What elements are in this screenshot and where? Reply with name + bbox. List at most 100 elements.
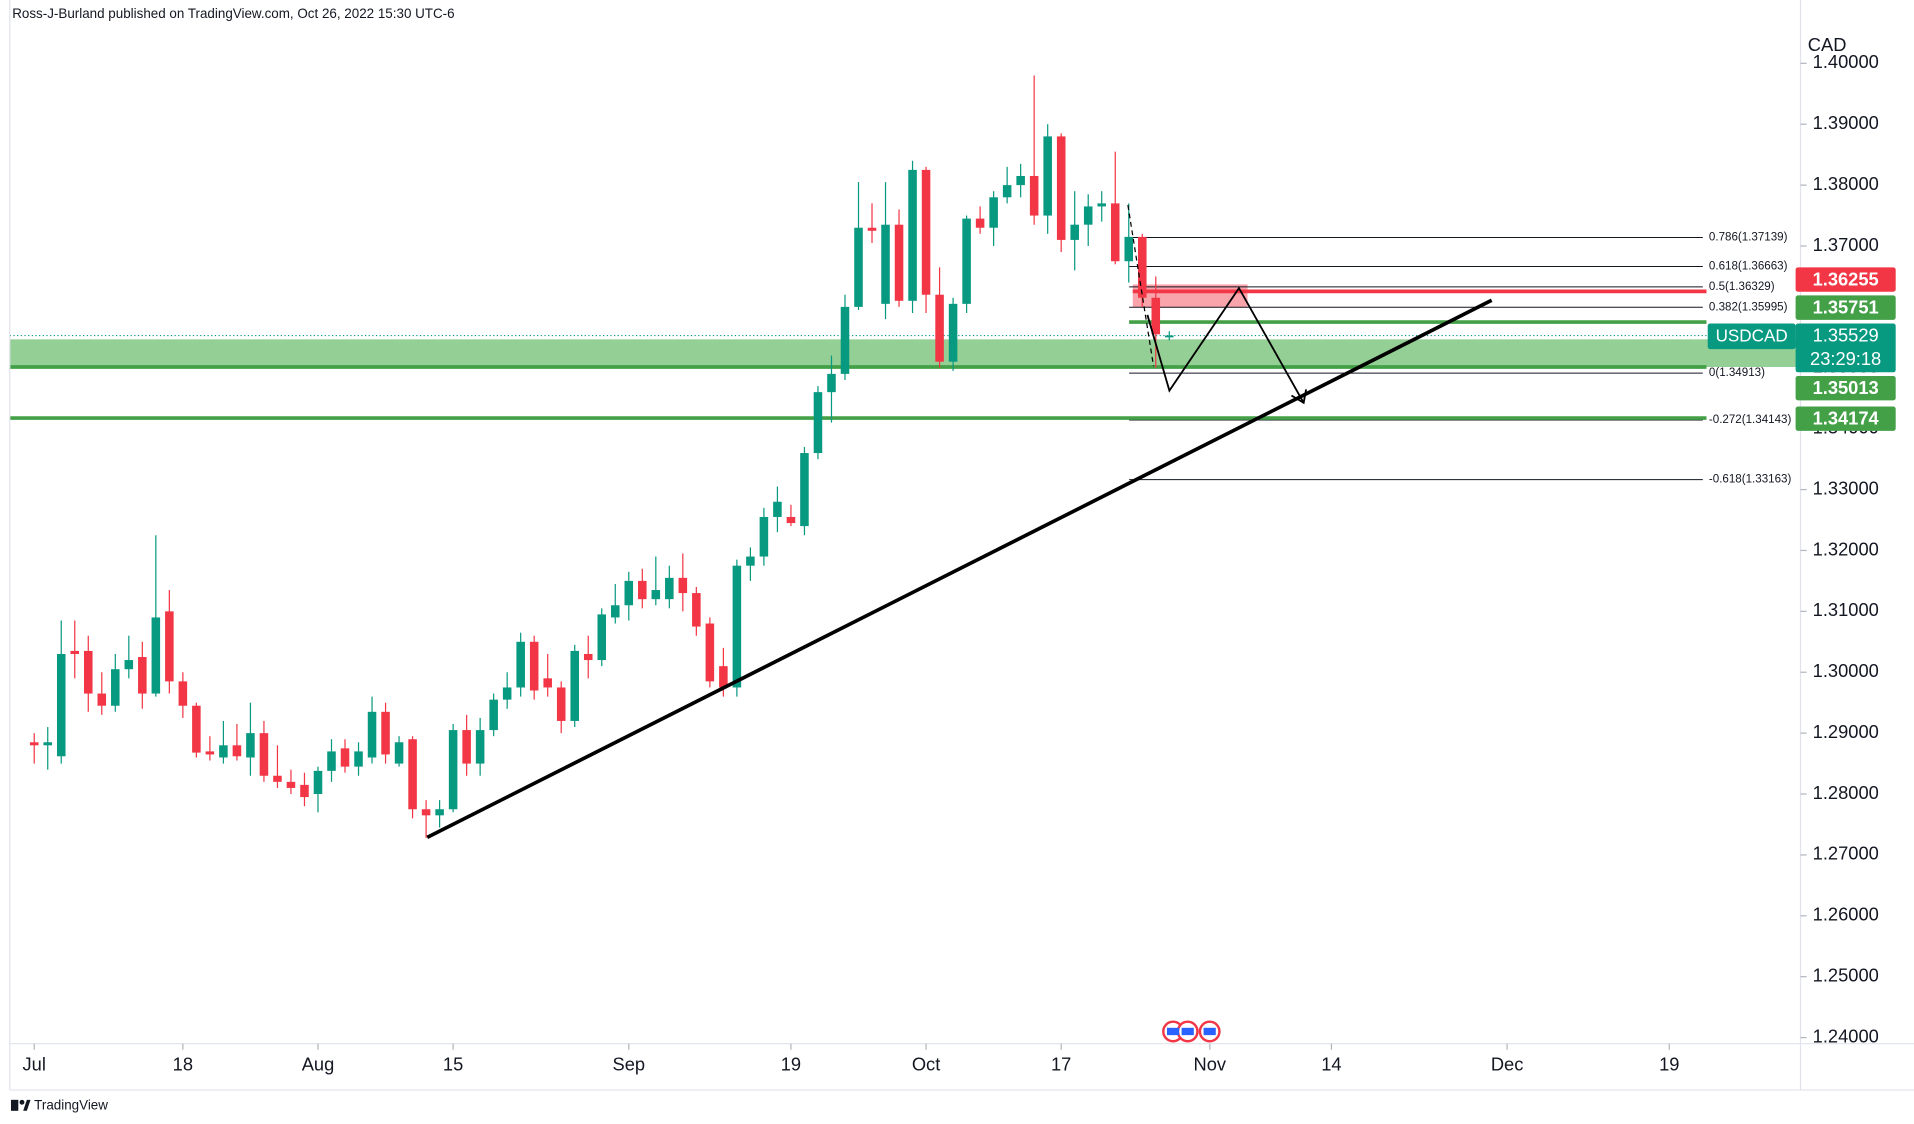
price-tag [1795,295,1896,320]
candle-body [1043,136,1052,216]
candle-body [124,660,134,670]
price-tag-label: 1.35751 [1813,297,1879,318]
projection-dashed [1127,204,1155,367]
candle-body [462,730,471,764]
candle-body [583,653,593,661]
candle-body [97,693,107,706]
fib-label: 0(1.34913) [1709,367,1765,379]
candle-body [286,781,296,788]
y-tick-label: 1.25000 [1813,965,1879,986]
x-tick-label: Jul [23,1053,46,1074]
flag [1181,1027,1194,1036]
last-price-label: 1.35529 [1813,325,1879,346]
candle-body [313,770,323,795]
candle-body [773,501,782,517]
x-tick-label: Aug [302,1053,335,1074]
fib-label: 0.5(1.36329) [1709,281,1775,293]
candle-body [111,669,120,706]
price-tag-label: 1.36255 [1813,269,1879,290]
candle-body [989,197,998,228]
y-tick-label: 1.26000 [1813,904,1879,925]
event-icons [1162,1020,1221,1043]
candle-body [1137,236,1147,298]
fib-label: 0.618(1.36663) [1709,261,1788,273]
candle-body [408,739,417,810]
y-tick-label: 1.28000 [1813,782,1879,803]
price-tag [1795,375,1896,401]
y-tick-label: 1.32000 [1813,538,1879,559]
candle-body [178,681,188,706]
price-tags: 1.36255 1.35751 1.35013 1.34174 USDCAD 1.3552… [1707,267,1896,431]
candle-body [746,556,755,566]
candle-body [83,650,93,694]
candle-body [935,294,944,362]
projection-arrow [1290,389,1308,405]
candle-body [192,705,201,753]
candle-body [29,742,39,746]
y-tick-label: 1.29000 [1813,721,1879,742]
candle-body [232,745,242,757]
y-tick-label: 1.30000 [1813,660,1879,681]
candle-body [354,751,363,767]
candle-body [610,605,620,618]
x-tick-label: 14 [1321,1053,1341,1074]
logo-mark [23,1099,31,1111]
candle-body [665,577,674,600]
candle-body [678,577,688,594]
candle-body [881,224,890,304]
candle-body [448,730,458,810]
candle-body [948,303,958,362]
y-tick-label: 1.38000 [1813,173,1879,194]
candle-body [475,730,485,764]
candle-body [570,650,580,721]
candle-body [759,516,769,557]
candle-body [165,611,174,682]
x-tick-label: 19 [781,1053,801,1074]
y-tick-label: 1.40000 [1813,51,1879,72]
candle-body [1002,185,1012,198]
candle-body [327,751,336,771]
zones [9,284,1801,367]
candle-body [854,227,863,307]
y-tick-label: 1.31000 [1813,599,1879,620]
x-tick-label: 18 [173,1053,193,1074]
last-price-tag [1795,323,1896,373]
fib-label: 0.382(1.35995) [1709,301,1788,313]
candle-body [813,392,823,454]
candle-body [800,453,809,527]
candle-body [543,678,552,688]
x-tick-label: Dec [1491,1053,1524,1074]
x-tick-label: 15 [443,1053,463,1074]
projection-path [1146,286,1305,404]
countdown-label: 23:29:18 [1810,348,1881,369]
candle-body [300,784,309,798]
candle-body [719,666,728,688]
y-tick-label: 1.27000 [1813,843,1879,864]
candle-body [70,650,80,654]
candle-body [259,733,269,776]
candle-body [638,580,647,600]
price-tag [1795,267,1896,292]
candle-body [827,373,836,393]
candle-body [1124,236,1134,262]
candle-body [651,590,661,600]
candle-body [962,218,971,304]
fib-label: -0.272(1.34143) [1709,414,1792,426]
x-tick-label: 19 [1659,1053,1679,1074]
resistance-zone [1132,284,1248,308]
candle-body [786,516,796,524]
fib-label: 0.786(1.37139) [1709,232,1788,244]
flag [1203,1027,1216,1036]
y-tick-label: 1.24000 [1813,1025,1879,1046]
candle-body [1165,335,1174,338]
candle-body [205,751,215,755]
candle-body [273,775,282,782]
logo-mark [10,1099,19,1111]
x-tick-label: 17 [1051,1053,1071,1074]
candle-body [921,169,931,295]
author-line: Ross-J-Burland published on TradingView.… [12,6,454,21]
flag [1166,1027,1180,1036]
candle-body [394,742,404,764]
